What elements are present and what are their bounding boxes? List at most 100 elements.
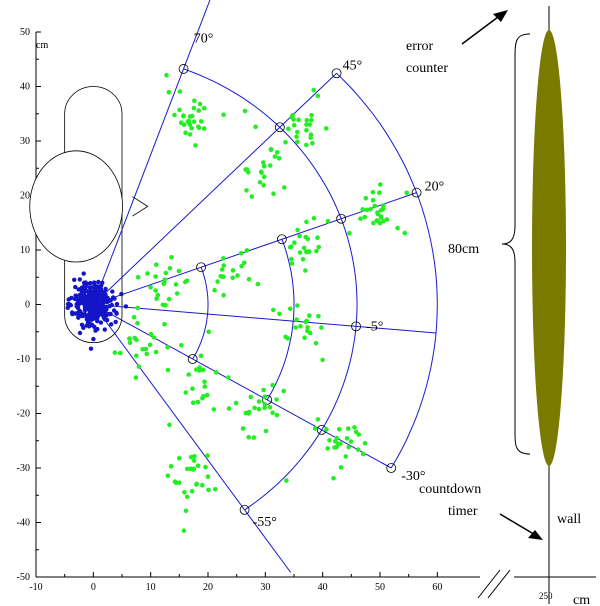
green-point — [261, 387, 266, 393]
green-point — [268, 146, 274, 152]
green-point — [154, 262, 159, 268]
green-point — [230, 275, 235, 281]
green-point — [362, 441, 368, 446]
green-point — [191, 119, 197, 124]
green-point — [270, 382, 275, 388]
blue-point — [82, 289, 88, 294]
green-point — [173, 282, 179, 287]
blue-point — [73, 284, 78, 290]
green-point — [192, 454, 197, 459]
green-point — [303, 319, 309, 325]
blue-point — [108, 311, 113, 317]
green-point — [304, 118, 310, 123]
green-point — [262, 402, 268, 407]
error-counter-arrow — [461, 13, 503, 45]
green-point — [189, 488, 195, 494]
blue-point — [85, 304, 90, 310]
blue-point — [81, 271, 86, 276]
green-point — [315, 417, 321, 422]
green-point — [372, 203, 378, 209]
green-point — [165, 345, 170, 350]
intersection-marker — [351, 321, 361, 332]
green-point — [316, 244, 322, 250]
intersection-marker — [331, 68, 342, 79]
green-point — [242, 108, 248, 114]
x-tick-label: 50 — [375, 582, 385, 593]
green-point — [295, 129, 300, 135]
green-point — [166, 90, 172, 95]
range-arc-outer-top — [183, 68, 281, 128]
green-point — [358, 216, 363, 221]
angle-label: 20° — [425, 180, 445, 195]
green-point — [221, 112, 226, 118]
blue-point — [103, 286, 108, 292]
green-point — [190, 386, 195, 392]
wall-region — [461, 6, 566, 604]
green-point — [256, 399, 262, 404]
green-point — [191, 467, 196, 472]
green-point — [378, 215, 384, 220]
green-point — [177, 107, 182, 113]
green-point — [289, 256, 294, 262]
green-point — [308, 132, 314, 137]
range-arc — [279, 126, 358, 431]
green-point — [153, 288, 158, 293]
green-point — [151, 335, 157, 340]
green-point — [304, 128, 309, 133]
green-point — [324, 427, 329, 432]
y-tick-label: 50 — [20, 27, 30, 38]
green-point — [168, 464, 174, 469]
green-point — [305, 236, 311, 242]
angle-label: -5° — [366, 319, 383, 334]
green-point — [203, 464, 208, 470]
blue-point — [96, 279, 101, 285]
green-point — [293, 325, 299, 330]
blue-point — [78, 292, 83, 297]
blue-point — [102, 317, 108, 322]
blue-point — [76, 313, 81, 318]
green-point — [304, 249, 309, 254]
green-point — [268, 163, 273, 168]
green-point — [196, 125, 202, 130]
green-point — [277, 311, 282, 317]
green-point — [377, 190, 382, 195]
green-point — [281, 388, 287, 394]
green-point — [261, 163, 267, 169]
green-point — [181, 528, 187, 533]
y-tick-label: 20 — [20, 191, 30, 202]
green-point — [255, 281, 261, 287]
green-point — [313, 341, 319, 346]
green-point — [336, 441, 341, 447]
green-point — [253, 124, 258, 130]
green-point — [148, 331, 154, 337]
green-point — [289, 115, 295, 120]
blue-point — [95, 318, 100, 324]
green-point — [355, 447, 361, 452]
green-point — [384, 217, 390, 222]
green-point — [291, 122, 297, 128]
green-point — [311, 216, 317, 221]
data-points — [65, 72, 410, 533]
blue-point — [102, 312, 107, 317]
range-arc — [336, 72, 438, 469]
x-tick-label: -10 — [29, 582, 42, 593]
blue-point — [98, 320, 104, 325]
green-point — [221, 255, 226, 261]
green-point — [176, 268, 182, 274]
green-point — [286, 126, 291, 132]
blue-point — [76, 287, 81, 292]
y-tick-label: 0 — [25, 300, 30, 311]
green-point — [304, 142, 309, 148]
blue-point — [97, 308, 102, 313]
green-point — [305, 325, 310, 330]
green-point — [148, 285, 153, 290]
blue-point — [90, 314, 96, 319]
green-point — [303, 268, 308, 273]
green-point — [163, 270, 169, 276]
blue-point — [92, 324, 97, 329]
blue-point — [112, 296, 117, 301]
green-point — [381, 218, 386, 224]
green-point — [261, 174, 267, 180]
green-point — [147, 342, 153, 348]
blue-point — [69, 295, 74, 301]
